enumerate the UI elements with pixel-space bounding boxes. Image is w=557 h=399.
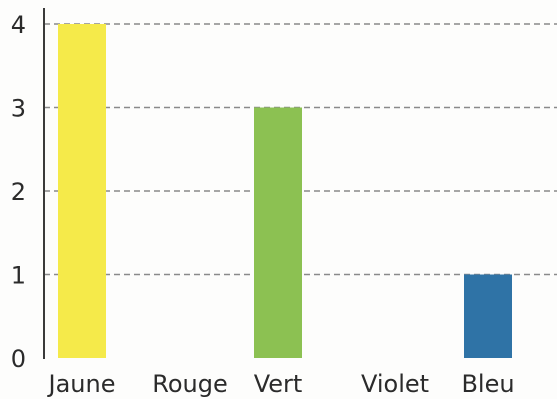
x-category-label-bleu: Bleu [461,370,514,398]
x-category-label-jaune: Jaune [47,370,116,398]
bar-vert [254,107,302,358]
bar-jaune [58,24,106,358]
bar-layer [58,24,512,358]
grid-layer [44,23,557,276]
y-tick-label: 3 [11,95,26,123]
y-tick-label: 1 [11,262,26,290]
y-tick-label: 0 [11,345,26,373]
y-tick-label: 2 [11,178,26,206]
bar-bleu [464,274,512,358]
x-category-labels: Jaune Rouge Vert Violet Bleu [47,370,515,398]
y-tick-labels: 0 1 2 3 4 [11,11,26,373]
y-tick-label: 4 [11,11,26,39]
x-category-label-vert: Vert [254,370,303,398]
x-category-label-rouge: Rouge [152,370,228,398]
x-category-label-violet: Violet [361,370,429,398]
